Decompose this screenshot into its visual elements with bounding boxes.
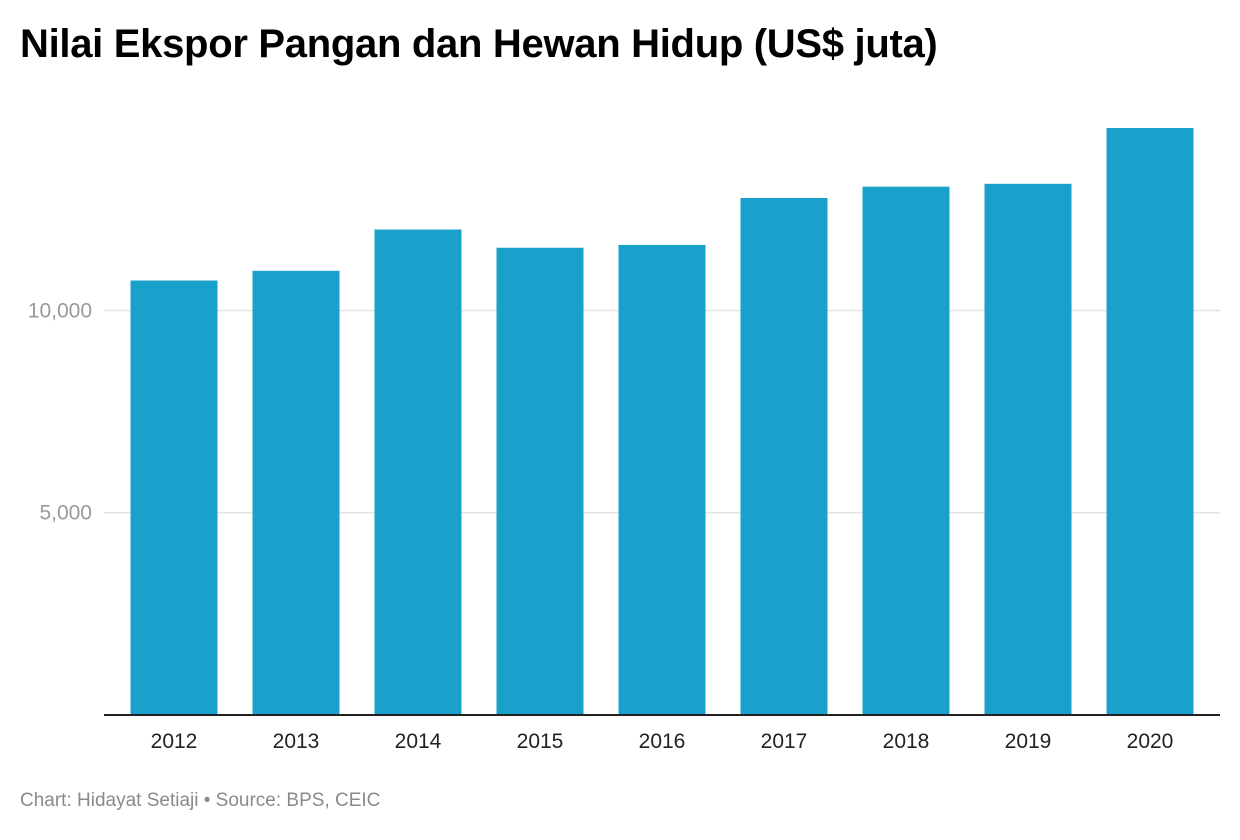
bar-2020 (1106, 128, 1194, 715)
x-tick-label: 2018 (883, 730, 930, 753)
x-tick-label: 2014 (395, 730, 442, 753)
y-tick-label: 5,000 (39, 502, 92, 525)
bar-2019 (984, 183, 1072, 715)
y-tick-label: 10,000 (28, 299, 92, 322)
bar-2013 (252, 270, 340, 715)
x-tick-label: 2019 (1005, 730, 1052, 753)
bar-2017 (740, 197, 828, 715)
bar-2015 (496, 247, 584, 715)
bar-2018 (862, 186, 950, 715)
x-tick-label: 2017 (761, 730, 808, 753)
tick-labels: 5,000 10,000 2012 2013 2014 2015 2016 2017 2018 2… (28, 299, 1174, 753)
bars (130, 128, 1194, 716)
x-tick-label: 2016 (639, 730, 686, 753)
x-tick-label: 2015 (517, 730, 564, 753)
x-tick-label: 2012 (151, 730, 198, 753)
bar-2016 (618, 244, 706, 715)
x-tick-label: 2013 (273, 730, 320, 753)
chart-title: Nilai Ekspor Pangan dan Hewan Hidup (US$… (20, 22, 938, 66)
bar-2014 (374, 229, 462, 716)
x-tick-label: 2020 (1127, 730, 1174, 753)
chart-credit: Chart: Hidayat Setiaji • Source: BPS, CE… (20, 790, 381, 811)
bar-2012 (130, 280, 218, 715)
